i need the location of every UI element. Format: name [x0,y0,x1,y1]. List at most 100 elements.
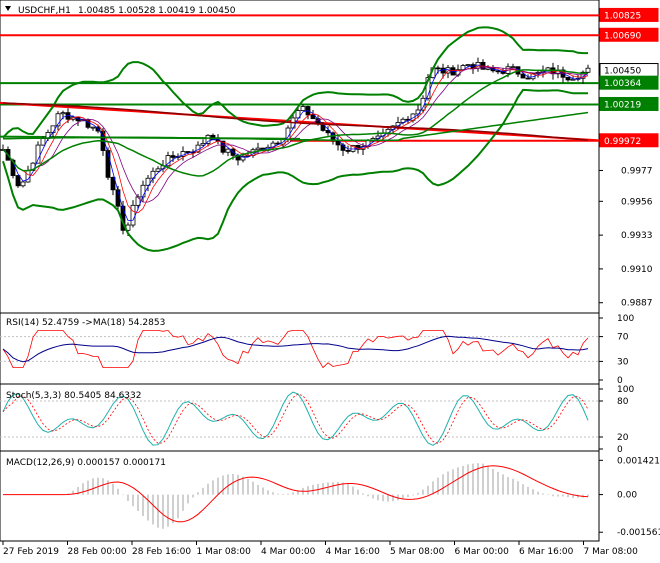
price-label-text: 0.99972 [604,137,641,147]
x-tick-label: 6 Mar 16:00 [519,547,574,557]
stoch-plot [0,391,599,446]
candle-body [35,144,41,164]
rsi-pane-frame [0,312,600,385]
ma-medium-line [2,65,589,214]
rsi-line [2,329,589,369]
candle-body [40,138,46,146]
candle-body [130,204,136,226]
trend-line-red [0,101,600,142]
x-tick-label: 4 Mar 00:00 [261,547,316,557]
main-y-axis: 0.9977 0.9956 0.9933 0.9910 0.9887 1.00825 1.0… [599,7,659,309]
price-label-box [599,96,659,111]
candle-body [500,70,506,74]
candle-body [525,77,531,80]
candle-body [165,155,171,167]
candle-body [295,110,301,119]
candle-body [55,113,61,127]
main-pane-title: USDCHF,H1 [18,6,71,16]
candle-body [155,168,161,172]
candle-body [255,147,261,151]
candle-body [170,155,176,158]
candle-body [435,67,441,70]
rsi-y-tick-label: 0 [617,376,623,386]
candle-body [105,150,111,178]
price-label-text: 1.00364 [604,79,641,89]
main-pane-frame [0,0,600,314]
candle-body [420,97,426,111]
x-tick-label: 28 Feb 00:00 [68,547,127,557]
stoch-pane-frame [0,383,600,452]
x-tick-label: 1 Mar 08:00 [197,547,252,557]
candle-body [205,134,211,144]
stoch-y-tick-label: 80 [617,397,629,407]
main-y-tick-label: 0.9887 [621,299,653,309]
candle-body [465,64,471,66]
candle-body [585,67,591,73]
candle-body [310,114,316,120]
candle-body [350,144,356,152]
x-axis: 27 Feb 2019 28 Feb 00:00 28 Feb 16:00 1 Mar… [2,541,638,557]
stoch-label: Stoch(5,3,3) 80.5405 84.6332 [6,391,141,401]
candle-body [425,77,431,99]
candle-body [180,151,186,157]
candle-body [545,67,551,72]
macd-label: MACD(12,26,9) 0.000157 0.000171 [6,458,166,468]
x-tick-label: 6 Mar 00:00 [455,547,510,557]
stoch-y-tick-label: 0 [617,445,623,455]
candle-body [90,126,96,129]
x-tick-label: 5 Mar 08:00 [390,547,445,557]
stoch-y-tick-label: 100 [617,385,634,395]
price-label-text: 1.00825 [604,11,641,21]
macd-plot [3,463,589,529]
macd-y-tick-label: 0.00 [617,491,637,501]
candle-body [565,76,571,81]
price-label-text: 1.00690 [604,31,641,41]
ma-long-green-line [2,111,589,142]
candle-body [10,159,16,176]
ma-long-red-line [2,102,589,141]
candle-body [570,78,576,81]
macd-signal-line [3,465,589,523]
stoch-pane[interactable]: Stoch(5,3,3) 80.5405 84.6332 100 80 20 0 [0,383,634,455]
main-pane-ohlc: 1.00485 1.00528 1.00419 1.00450 [78,6,236,16]
candle-body [110,176,116,191]
rsi-ma-line [2,335,589,363]
price-label-box [599,133,659,148]
rsi-y-tick-label: 30 [617,357,629,367]
stoch-y-axis: 100 80 20 0 [599,385,634,455]
macd-pane[interactable]: MACD(12,26,9) 0.000157 0.000171 0.001421… [0,450,660,542]
main-y-tick-label: 0.9910 [621,265,653,275]
rsi-plot [0,329,599,369]
macd-y-tick-label: -0.001561 [617,528,660,538]
main-plot [0,14,600,252]
x-tick-label: 4 Mar 16:00 [326,547,381,557]
stoch-y-tick-label: 20 [617,433,629,443]
candle-body [145,177,151,186]
candle-body [440,67,446,74]
x-tick-label: 27 Feb 2019 [3,547,59,557]
candle-body [225,148,231,153]
candle-body [300,106,306,111]
candle-body [240,155,246,161]
candle-body [60,112,66,115]
rsi-y-tick-label: 70 [617,333,629,343]
candle-body [495,70,501,73]
candle-body [520,73,526,79]
price-label-box [599,7,659,22]
stoch-main-line [2,391,589,446]
caret-down-icon[interactable] [5,6,11,11]
rsi-y-tick-label: 100 [617,314,634,324]
price-label-text: 1.00219 [604,100,641,110]
macd-y-axis: 0.001421 0.00 -0.001561 [599,456,660,538]
bollinger-upper-line [2,26,588,139]
candle-body [185,151,191,153]
main-pane[interactable]: USDCHF,H1 1.00485 1.00528 1.00419 1.0045… [0,0,659,314]
bollinger-middle-line [2,69,588,177]
rsi-y-axis: 100 70 30 0 [599,314,634,386]
main-y-tick-label: 0.9977 [621,166,653,176]
bollinger-lower-line [2,88,588,252]
x-tick-label: 28 Feb 16:00 [132,547,191,557]
rsi-pane[interactable]: RSI(14) 52.4759 ->MA(18) 54.2853 100 70 30… [0,312,634,386]
